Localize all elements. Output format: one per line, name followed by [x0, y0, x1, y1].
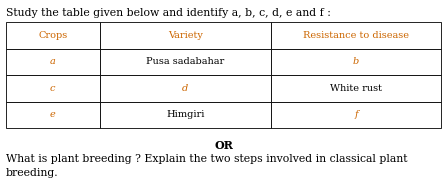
Text: c: c — [50, 84, 55, 93]
Bar — [100, 102, 271, 128]
Bar — [100, 48, 271, 75]
Text: b: b — [353, 57, 359, 66]
Text: What is plant breeding ? Explain the two steps involved in classical plant: What is plant breeding ? Explain the two… — [6, 154, 408, 164]
Text: Crops: Crops — [38, 31, 67, 40]
Text: f: f — [354, 110, 358, 119]
Bar — [6, 48, 100, 75]
Bar — [271, 102, 441, 128]
Bar — [271, 22, 441, 48]
Text: OR: OR — [214, 140, 233, 151]
Bar — [6, 102, 100, 128]
Bar — [100, 75, 271, 102]
Text: e: e — [50, 110, 55, 119]
Text: breeding.: breeding. — [6, 168, 59, 178]
Text: Resistance to disease: Resistance to disease — [303, 31, 409, 40]
Bar — [6, 22, 100, 48]
Bar — [6, 75, 100, 102]
Text: a: a — [50, 57, 56, 66]
Bar — [100, 22, 271, 48]
Text: d: d — [182, 84, 189, 93]
Text: White rust: White rust — [330, 84, 382, 93]
Text: Variety: Variety — [168, 31, 203, 40]
Text: Pusa sadabahar: Pusa sadabahar — [146, 57, 224, 66]
Text: Himgiri: Himgiri — [166, 110, 205, 119]
Bar — [271, 75, 441, 102]
Text: Study the table given below and identify a, b, c, d, e and f :: Study the table given below and identify… — [6, 8, 331, 18]
Bar — [271, 48, 441, 75]
